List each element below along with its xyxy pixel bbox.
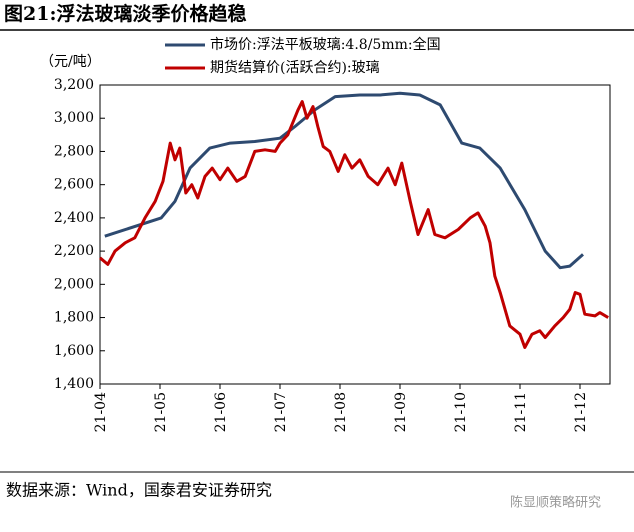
x-tick-label: 21-09 (393, 392, 409, 432)
source: 数据来源：Wind，国泰君安证券研究 (6, 481, 272, 500)
x-tick-label: 21-07 (273, 392, 289, 432)
x-tick-label: 21-06 (213, 392, 229, 432)
y-tick-label: 2,600 (54, 177, 94, 193)
y-tick-label: 2,200 (54, 243, 94, 259)
y-tick-label: 2,000 (54, 276, 94, 292)
y-axis-label: （元/吨） (40, 54, 101, 70)
legend-label: 市场价:浮法平板玻璃:4.8/5mm:全国 (210, 36, 441, 53)
plot-frame (99, 84, 611, 385)
y-tick-label: 1,800 (54, 310, 94, 326)
y-tick-label: 3,200 (54, 77, 94, 93)
x-tick-label: 21-08 (333, 392, 349, 432)
series-line (104, 91, 584, 270)
x-tick-label: 21-05 (153, 392, 169, 432)
watermark: 陈显顺策略研究 (510, 495, 601, 511)
y-tick-label: 1,400 (54, 376, 94, 392)
x-tick-label: 21-12 (573, 392, 589, 432)
y-tick-label: 3,000 (54, 110, 94, 126)
x-tick-label: 21-04 (93, 392, 109, 432)
x-tick-label: 21-10 (453, 392, 469, 432)
x-tick-label: 21-11 (513, 392, 529, 432)
y-tick-label: 1,600 (54, 343, 94, 359)
y-tick-label: 2,800 (54, 143, 94, 159)
legend-label: 期货结算价(活跃合约):玻璃 (210, 59, 380, 76)
y-tick-label: 2,400 (54, 210, 94, 226)
chart-title: 图21:浮法玻璃淡季价格趋稳 (4, 2, 246, 25)
series-line (99, 100, 609, 349)
